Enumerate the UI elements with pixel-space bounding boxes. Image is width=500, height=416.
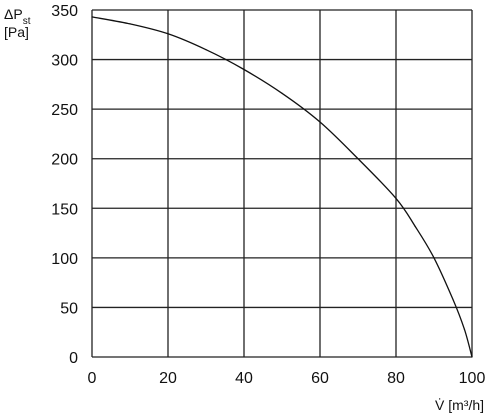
tick-labels: 0 20 40 60 80 100 0 50 100 150 200 250 300 350 <box>51 3 485 387</box>
data-point-0-3 <box>205 49 207 51</box>
data-point-0-7 <box>357 158 359 160</box>
y-axis-unit-label: [Pa] <box>4 24 29 40</box>
curve-layer <box>91 16 473 358</box>
y-tick-label-200: 200 <box>51 152 78 169</box>
x-axis-label: V̇ [m³/h] <box>435 397 484 413</box>
data-point-0-10 <box>433 257 435 259</box>
data-point-0-0 <box>91 16 93 18</box>
x-tick-label-40: 40 <box>235 370 253 387</box>
y-tick-label-150: 150 <box>51 201 78 218</box>
data-point-0-9 <box>414 225 416 227</box>
y-tick-label-300: 300 <box>51 53 78 70</box>
y-tick-label-250: 250 <box>51 102 78 119</box>
x-tick-label-100: 100 <box>459 370 486 387</box>
y-tick-label-350: 350 <box>51 3 78 20</box>
data-point-0-8 <box>395 197 397 199</box>
data-point-0-6 <box>319 121 321 123</box>
x-tick-label-60: 60 <box>311 370 329 387</box>
data-point-0-2 <box>167 33 169 35</box>
y-tick-label-0: 0 <box>69 350 78 367</box>
performance-curve-0 <box>91 16 473 358</box>
y-axis-label: ΔPst <box>4 6 31 27</box>
data-point-0-13 <box>471 356 473 358</box>
x-tick-label-80: 80 <box>387 370 405 387</box>
data-point-0-4 <box>243 68 245 71</box>
y-axis-label-main: ΔP <box>4 6 23 22</box>
x-tick-label-20: 20 <box>159 370 177 387</box>
data-point-0-11 <box>452 298 454 301</box>
x-tick-label-0: 0 <box>88 370 97 387</box>
y-tick-label-100: 100 <box>51 251 78 268</box>
grid <box>91 9 473 358</box>
data-point-0-1 <box>129 23 131 25</box>
data-point-0-5 <box>281 92 283 94</box>
y-axis-label-sub: st <box>23 16 31 27</box>
data-point-0-12 <box>463 328 465 330</box>
y-tick-label-50: 50 <box>60 300 78 317</box>
